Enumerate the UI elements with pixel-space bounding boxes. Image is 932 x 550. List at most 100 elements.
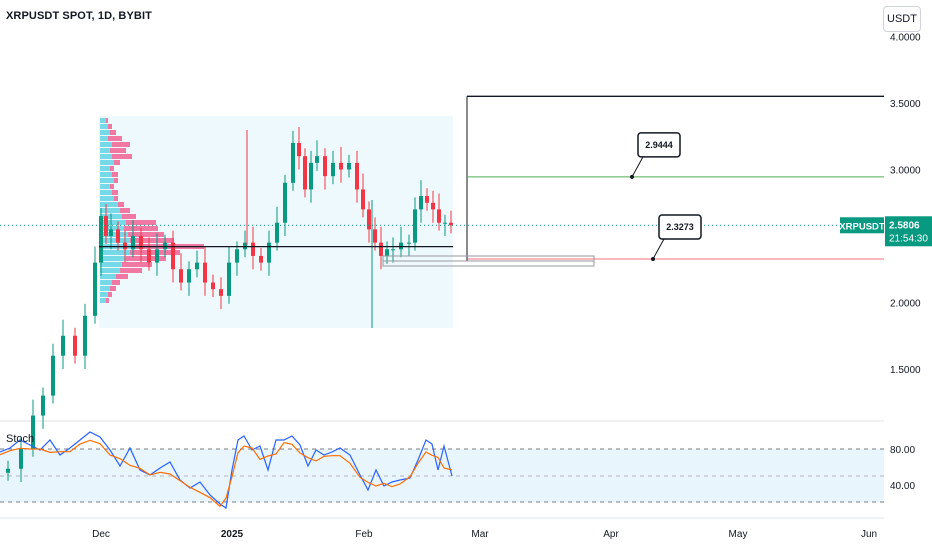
vp-row-down — [114, 178, 118, 183]
vp-row-down — [112, 172, 118, 177]
vp-row-down — [130, 238, 174, 243]
vp-row-down — [112, 142, 130, 147]
vp-row-up — [100, 130, 110, 135]
candle-body — [139, 236, 143, 250]
candle-body — [251, 242, 255, 256]
vp-row-up — [100, 220, 126, 225]
last-price-value: 2.5806 — [889, 220, 920, 231]
upper-callout-label: 2.9444 — [645, 140, 673, 150]
vp-row-down — [110, 184, 114, 189]
vp-row-up — [100, 298, 106, 303]
vp-row-up — [100, 208, 120, 213]
candle-body — [123, 242, 127, 250]
candle-body — [235, 249, 239, 263]
candle-body — [449, 222, 453, 226]
vp-row-up — [100, 286, 110, 291]
vp-row-down — [118, 202, 124, 207]
candle-body — [6, 468, 10, 473]
candle-body — [171, 242, 175, 270]
candle-body — [391, 249, 395, 251]
vp-row-up — [100, 136, 108, 141]
volume-profile-range — [99, 116, 453, 328]
bar-countdown: 21:54:30 — [889, 233, 928, 244]
time-label: Dec — [92, 529, 110, 540]
vp-row-up — [100, 202, 118, 207]
vp-row-down — [110, 148, 126, 153]
vp-row-up — [100, 148, 110, 153]
candle-body — [147, 249, 151, 263]
candle-body — [73, 335, 77, 356]
candle-body — [155, 249, 159, 263]
candle-body — [61, 335, 65, 356]
vp-row-up — [100, 160, 114, 165]
candle-body — [131, 236, 135, 250]
candle-body — [219, 289, 223, 296]
candlestick-series — [6, 126, 453, 483]
stoch-d-line — [0, 439, 453, 508]
price-tick: 2.0000 — [890, 299, 921, 310]
candle-body — [399, 242, 403, 250]
candle-body — [163, 242, 167, 250]
currency-button[interactable]: USDT — [883, 6, 921, 32]
vp-row-down — [114, 160, 120, 165]
time-axis[interactable]: Dec 2025 Feb Mar Apr May Jun — [92, 529, 877, 540]
candle-body — [283, 182, 287, 223]
vp-row-up — [100, 190, 112, 195]
candle-body — [116, 229, 120, 243]
last-price-symbol: XRPUSDT — [839, 221, 885, 232]
vp-row-down — [126, 256, 166, 261]
vp-row-up — [100, 178, 114, 183]
candle-body — [187, 269, 191, 283]
candle-body — [413, 209, 417, 243]
vp-row-up — [100, 154, 112, 159]
time-label: Apr — [603, 529, 619, 540]
vp-row-down — [108, 136, 122, 141]
candle-body — [31, 415, 35, 449]
candle-body — [431, 202, 435, 210]
candle-body — [104, 216, 108, 236]
candle-body — [99, 216, 103, 263]
vp-row-up — [100, 232, 128, 237]
time-label: Feb — [355, 529, 373, 540]
candle-body — [227, 262, 231, 296]
vp-row-up — [100, 184, 110, 189]
vp-row-down — [110, 166, 114, 171]
candle-body — [437, 209, 441, 223]
indicator-label[interactable]: Stoch — [6, 433, 35, 445]
candle-body — [361, 189, 365, 210]
candle-body — [275, 222, 279, 243]
vp-row-down — [106, 298, 109, 303]
vp-row-up — [100, 142, 112, 147]
vp-row-down — [108, 124, 112, 129]
candle-body — [259, 255, 263, 263]
lower-callout[interactable]: 2.3273 — [651, 214, 702, 261]
vp-row-down — [116, 274, 128, 279]
last-price-label: XRPUSDT 2.5806 21:54:30 — [839, 216, 932, 247]
vp-row-up — [100, 292, 108, 297]
candle-body — [373, 229, 377, 243]
symbol-title[interactable]: XRPUSDT SPOT, 1D, BYBIT — [6, 10, 152, 22]
candle-body — [419, 196, 423, 210]
vp-row-down — [114, 196, 118, 201]
vp-row-down — [112, 190, 118, 195]
vp-row-down — [112, 280, 120, 285]
vp-row-up — [100, 124, 108, 129]
price-axis[interactable]: 4.0000 3.5000 3.0000 2.0000 1.5000 — [890, 33, 921, 377]
candle-body — [379, 242, 383, 256]
vp-row-down — [110, 286, 116, 291]
candle-body — [407, 242, 411, 244]
candle-body — [93, 262, 97, 316]
candle-body — [331, 162, 335, 177]
vp-row-up — [100, 196, 114, 201]
time-label: Mar — [471, 529, 489, 540]
candle-body — [425, 196, 429, 203]
candle-body — [179, 269, 183, 283]
upper-callout[interactable]: 2.9444 — [630, 132, 681, 179]
vp-row-up — [100, 226, 124, 231]
candle-body — [297, 142, 301, 157]
time-label: Jun — [861, 529, 877, 540]
candle-body — [315, 156, 319, 163]
candle-body — [355, 162, 359, 190]
candle-body — [41, 395, 45, 416]
vp-row-up — [100, 166, 110, 171]
